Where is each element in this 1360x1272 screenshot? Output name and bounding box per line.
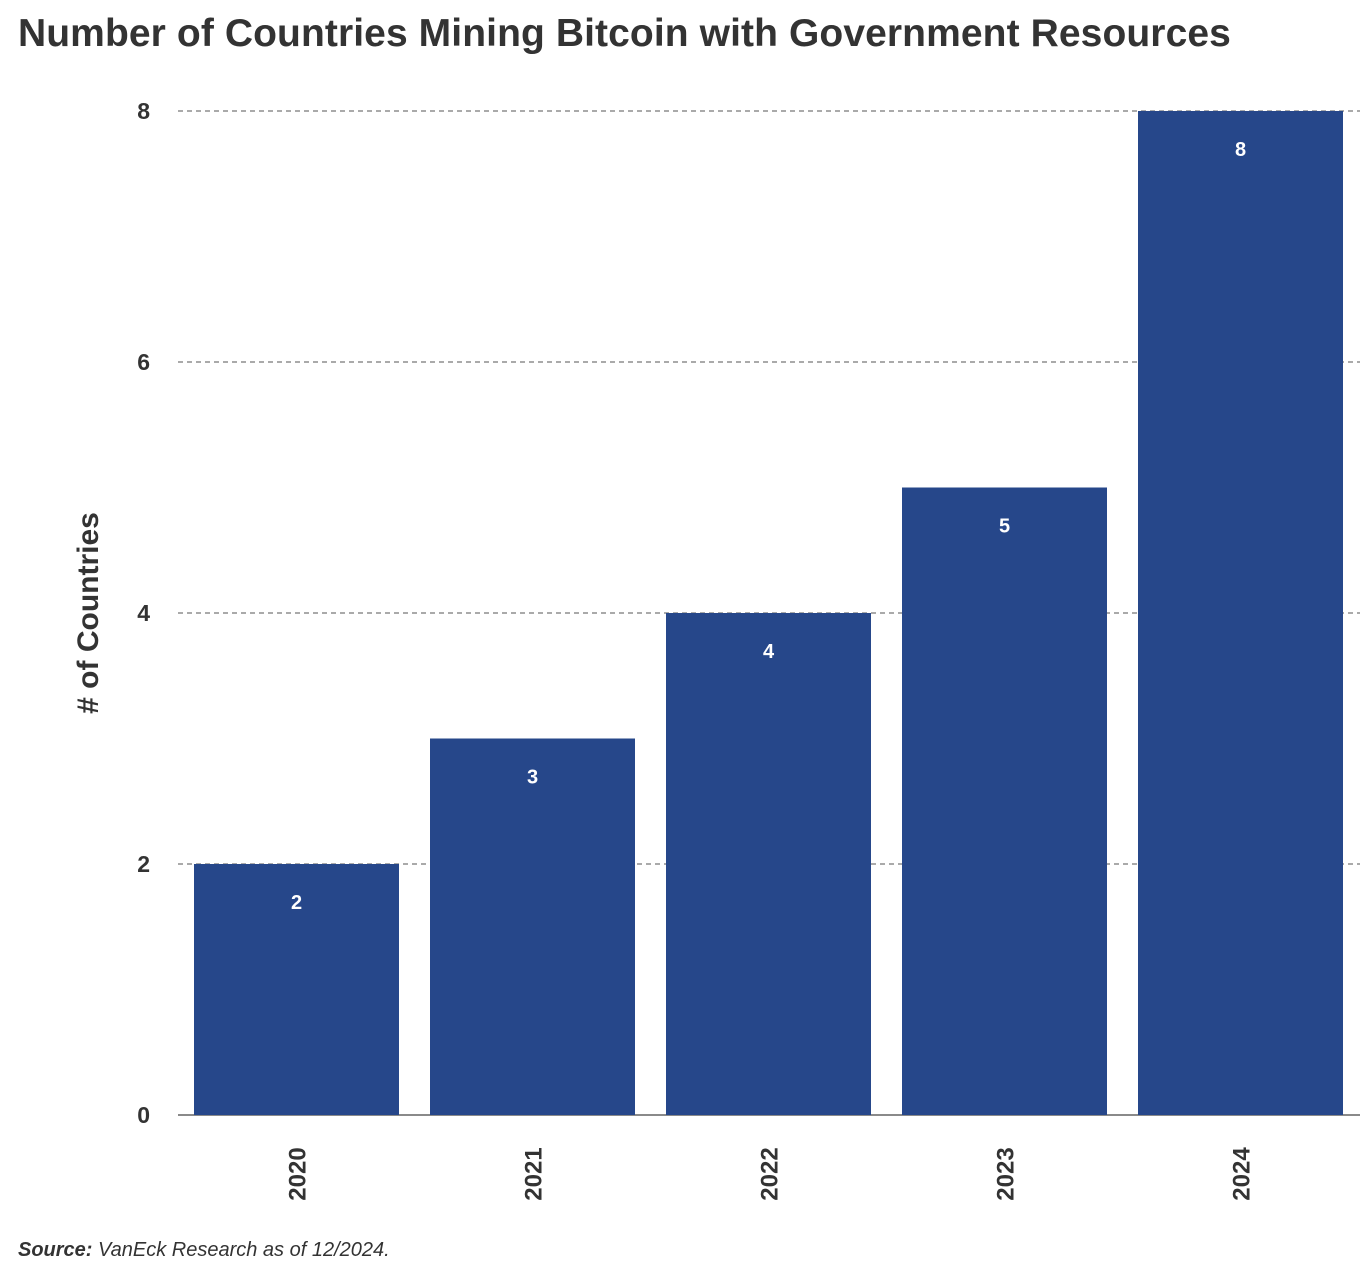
bar-data-label: 5 <box>999 516 1010 538</box>
y-axis-label-group: # of Countries <box>72 512 105 714</box>
bar <box>666 613 871 1115</box>
x-tick-label: 2021 <box>521 1147 548 1200</box>
x-tick-label: 2022 <box>757 1147 784 1200</box>
y-tick-label: 2 <box>137 851 150 877</box>
x-tick-label: 2020 <box>285 1147 312 1200</box>
bar-data-label: 8 <box>1235 139 1246 161</box>
bar <box>902 487 1107 1115</box>
bar <box>430 738 635 1115</box>
source-label: Source: <box>18 1239 93 1261</box>
y-tick-label: 4 <box>137 600 150 626</box>
bar <box>1138 111 1343 1115</box>
source-text: VanEck Research as of 12/2024. <box>98 1239 390 1261</box>
chart-title: Number of Countries Mining Bitcoin with … <box>18 12 1231 55</box>
y-tick-label: 0 <box>137 1102 150 1128</box>
y-tick-label: 8 <box>137 98 150 124</box>
y-tick-label: 6 <box>137 349 150 375</box>
y-axis-ticks: 0 2 4 6 8 <box>137 98 150 1128</box>
x-tick-label: 2023 <box>993 1147 1020 1200</box>
bar <box>194 864 399 1115</box>
source-note: Source: VanEck Research as of 12/2024. <box>18 1239 390 1262</box>
x-tick-label: 2024 <box>1229 1147 1256 1201</box>
bars: 2 3 4 5 8 <box>194 111 1343 1115</box>
bar-data-label: 4 <box>763 641 775 663</box>
bar-chart: 2 3 4 5 8 0 2 4 6 8 2020 2021 2022 2023 2024 # of Co… <box>72 98 1360 1201</box>
bar-data-label: 2 <box>291 892 302 914</box>
bar-data-label: 3 <box>527 767 538 789</box>
x-axis-ticks: 2020 2021 2022 2023 2024 <box>285 1147 1256 1201</box>
y-axis-label: # of Countries <box>72 512 105 714</box>
